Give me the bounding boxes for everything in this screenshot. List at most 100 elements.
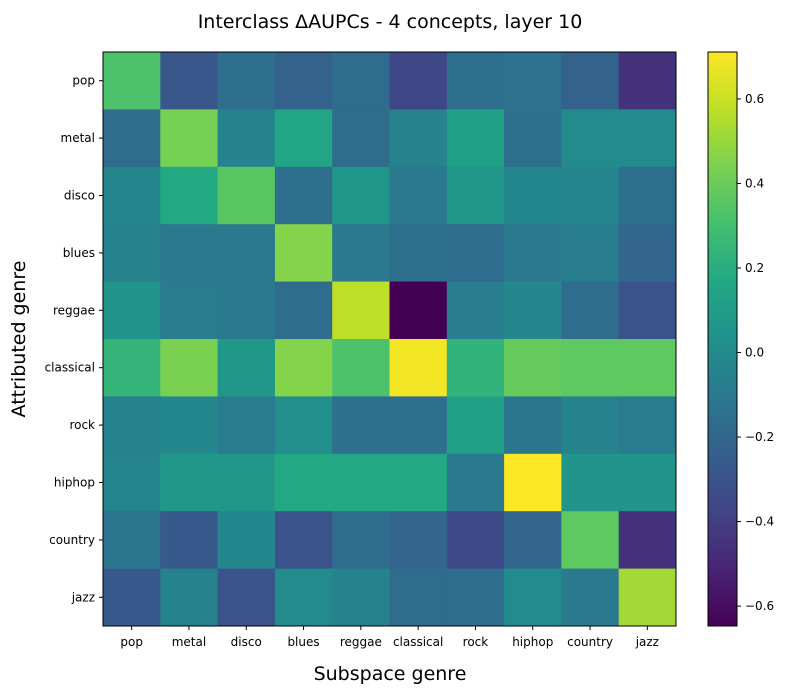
colorbar-tick-label: −0.4: [745, 515, 774, 529]
y-tick-label: disco: [64, 189, 95, 203]
heatmap-cell: [561, 166, 620, 225]
heatmap-cell: [618, 568, 677, 627]
heatmap-cell: [217, 339, 276, 397]
heatmap-cell: [217, 511, 276, 570]
heatmap-cell: [446, 453, 505, 512]
heatmap-cell: [561, 568, 620, 627]
heatmap-cell: [504, 281, 562, 340]
heatmap-cell: [160, 281, 219, 340]
heatmap-cell: [274, 396, 333, 455]
heatmap-cell: [217, 396, 276, 455]
heatmap-cell: [332, 511, 390, 570]
x-tick-label: pop: [120, 635, 143, 649]
heatmap-cell: [389, 109, 448, 168]
y-tick-label: pop: [72, 74, 95, 88]
heatmap-cell: [504, 511, 562, 570]
y-tick-label: country: [49, 533, 95, 547]
heatmap-cell: [274, 453, 333, 512]
heatmap-cell: [274, 224, 333, 283]
heatmap-cell: [446, 568, 505, 627]
y-tick-label: blues: [63, 246, 95, 260]
y-axis-label: Attributed genre: [8, 261, 30, 418]
heatmap-cell: [103, 511, 161, 570]
heatmap-cell: [103, 453, 161, 512]
heatmap-cell: [160, 224, 219, 283]
x-axis-label: Subspace genre: [314, 663, 467, 685]
heatmap-cell: [446, 52, 505, 110]
heatmap-cell: [332, 396, 390, 455]
heatmap-cell: [389, 511, 448, 570]
heatmap-cell: [160, 568, 219, 627]
y-axis: pop metal disco blues reggae classical rock hip…: [45, 74, 103, 604]
heatmap-cell: [160, 166, 219, 225]
colorbar-axis: −0.6 −0.4 −0.2 0.0 0.2 0.4 0.6: [737, 92, 774, 613]
heatmap-cell: [561, 453, 620, 512]
heatmap-cell: [103, 52, 161, 110]
heatmap-cell: [274, 166, 333, 225]
heatmap-cell: [389, 224, 448, 283]
heatmap-cell: [389, 396, 448, 455]
y-tick-label: rock: [69, 418, 95, 432]
x-tick-label: metal: [172, 635, 206, 649]
heatmap-cell: [103, 166, 161, 225]
heatmap-cell: [618, 511, 677, 570]
heatmap-cell: [504, 52, 562, 110]
colorbar-tick-label: 0.6: [745, 92, 764, 106]
colorbar-tick-label: 0.2: [745, 261, 764, 275]
heatmap-cell: [504, 339, 562, 397]
heatmap-cell: [561, 339, 620, 397]
heatmap-cell: [389, 52, 448, 110]
heatmap-cell: [446, 281, 505, 340]
x-tick-label: jazz: [635, 635, 659, 649]
heatmap-cell: [389, 166, 448, 225]
heatmap-cell: [618, 281, 677, 340]
heatmap-cell: [332, 281, 390, 340]
heatmap-cell: [446, 396, 505, 455]
heatmap-cells: [103, 52, 677, 627]
heatmap-cell: [217, 281, 276, 340]
heatmap-cell: [618, 396, 677, 455]
x-tick-label: classical: [393, 635, 443, 649]
heatmap-cell: [332, 224, 390, 283]
x-tick-label: reggae: [340, 635, 382, 649]
plot-frame: [102, 51, 677, 627]
heatmap-cell: [217, 166, 276, 225]
heatmap-cell: [446, 511, 505, 570]
heatmap-cell: [332, 52, 390, 110]
colorbar-tick-label: −0.2: [745, 430, 774, 444]
heatmap-cell: [504, 109, 562, 168]
heatmap-cell: [217, 453, 276, 512]
heatmap-cell: [618, 166, 677, 225]
heatmap-cell: [561, 52, 620, 110]
heatmap-cell: [504, 166, 562, 225]
heatmap-cell: [160, 396, 219, 455]
heatmap-cell: [332, 109, 390, 168]
heatmap-cell: [103, 281, 161, 340]
heatmap-cell: [504, 453, 562, 512]
heatmap-cell: [274, 281, 333, 340]
heatmap-cell: [332, 453, 390, 512]
heatmap-cell: [160, 339, 219, 397]
colorbar: [707, 51, 738, 627]
heatmap-cell: [446, 166, 505, 225]
heatmap-cell: [160, 109, 219, 168]
heatmap-cell: [561, 109, 620, 168]
heatmap-cell: [274, 511, 333, 570]
chart-title: Interclass ΔAUPCs - 4 concepts, layer 10: [198, 11, 583, 33]
heatmap-cell: [504, 396, 562, 455]
heatmap-cell: [332, 339, 390, 397]
x-tick-label: disco: [231, 635, 262, 649]
colorbar-tick-label: 0.4: [745, 176, 764, 190]
heatmap-cell: [274, 52, 333, 110]
heatmap-cell: [160, 453, 219, 512]
y-tick-label: hiphop: [54, 476, 95, 490]
heatmap-cell: [618, 339, 677, 397]
heatmap-cell: [217, 109, 276, 168]
heatmap-cell: [103, 568, 161, 627]
heatmap-cell: [446, 224, 505, 283]
heatmap-cell: [103, 339, 161, 397]
heatmap-cell: [561, 224, 620, 283]
heatmap-cell: [504, 224, 562, 283]
x-axis: pop metal disco blues reggae classical rock hip…: [120, 626, 659, 649]
